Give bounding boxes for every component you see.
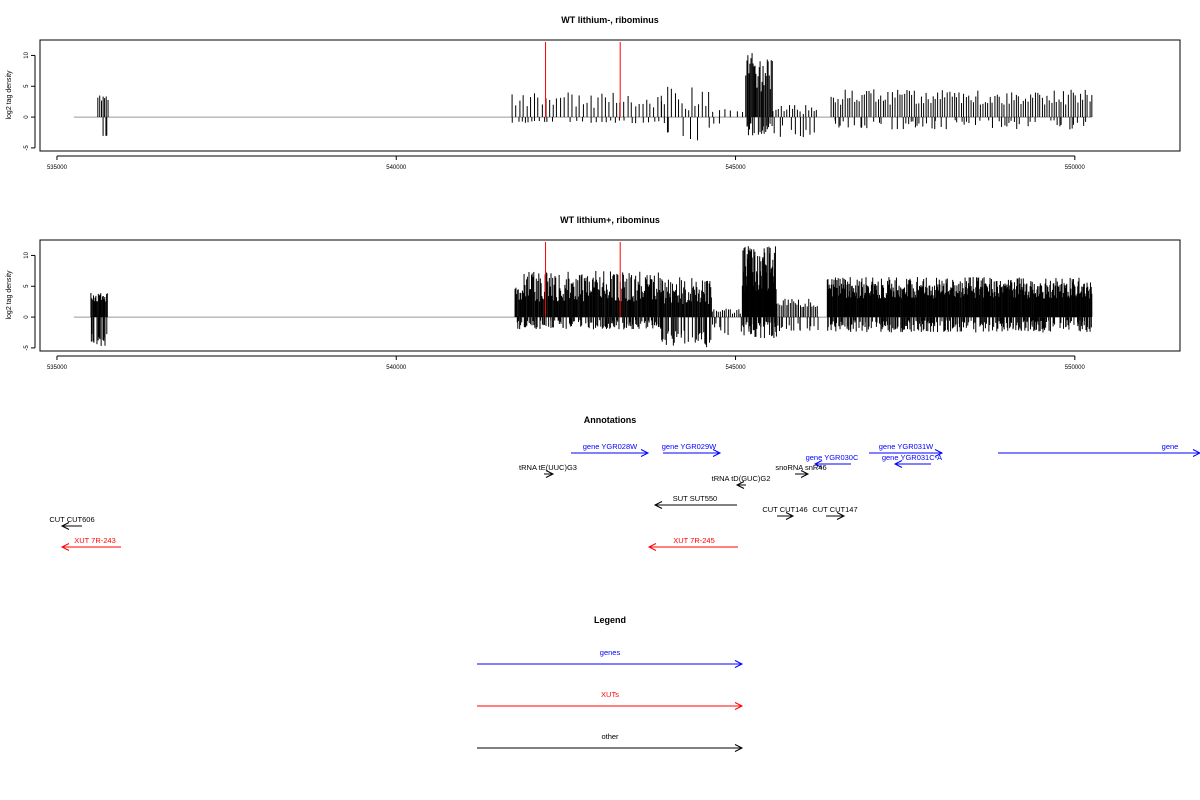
annotation-label: gene YGR031C-A <box>882 453 942 462</box>
annotation-arrow <box>647 543 738 551</box>
y-tick-label: 5 <box>24 84 30 88</box>
annotation-arrow <box>777 512 795 520</box>
x-tick-label: 535000 <box>47 365 68 371</box>
annotation-label: snoRNA snR46 <box>775 463 826 472</box>
annotation-label: tRNA tD(GUC)G2 <box>712 474 771 483</box>
annotation-arrow <box>795 470 810 478</box>
legend-label: XUTs <box>601 690 619 699</box>
annotations-title: Annotations <box>584 415 637 425</box>
annotation-features: gene YGR028W gene YGR029W gene YGR030C gene… <box>49 442 1200 551</box>
annotation-label: gene YGR028W <box>583 442 638 451</box>
axes-group: 535000 540000 545000 550000 -5 0 5 10 <box>24 239 1181 371</box>
annotation-label: CUT CUT606 <box>49 515 94 524</box>
x-tick-label: 540000 <box>386 165 407 171</box>
chart-title: WT lithium+, ribominus <box>560 215 660 225</box>
annotation-arrow <box>653 501 737 509</box>
y-tick-label: 0 <box>24 115 30 119</box>
annotation-label: gene YGR030C <box>806 453 859 462</box>
legend-panel: Legend genes XUTs other <box>477 615 744 752</box>
track-panel-lithium-minus: WT lithium-, ribominus log2 tag density … <box>6 15 1181 171</box>
legend-arrow <box>477 660 744 668</box>
annotation-label: CUT CUT147 <box>812 505 857 514</box>
annotation-label: gene YGR029W <box>662 442 717 451</box>
legend-title: Legend <box>594 615 626 625</box>
annotation-arrow <box>60 543 121 551</box>
annotation-arrow <box>735 481 746 489</box>
annotation-arrow <box>571 449 650 457</box>
annotation-arrow <box>544 470 555 478</box>
annotation-label: XUT 7R-243 <box>74 536 116 545</box>
y-tick-label: 10 <box>24 51 30 58</box>
annotation-label: gene <box>1162 442 1179 451</box>
y-tick-label: 10 <box>24 251 30 258</box>
annotation-label: XUT 7R-245 <box>673 536 715 545</box>
bar-group <box>73 242 1093 348</box>
legend-arrow <box>477 702 744 710</box>
y-axis-label: log2 tag density <box>6 70 13 120</box>
annotation-label: gene YGR031W <box>879 442 934 451</box>
track-panel-lithium-plus: WT lithium+, ribominus log2 tag density … <box>6 215 1181 371</box>
y-axis-label: log2 tag density <box>6 270 13 320</box>
x-tick-label: 545000 <box>726 165 747 171</box>
annotation-label: SUT SUT550 <box>673 494 717 503</box>
y-tick-label: -5 <box>24 345 30 351</box>
plot-frame <box>39 239 1181 352</box>
annotations-panel: Annotations gene YGR028W gene YGR029Wgene… <box>49 415 1200 551</box>
annotation-arrow <box>813 460 851 468</box>
plot-frame <box>39 39 1181 152</box>
annotation-arrow <box>893 460 931 468</box>
legend-label: other <box>601 732 619 741</box>
legend-label: genes <box>600 648 621 657</box>
y-tick-label: -5 <box>24 145 30 151</box>
bar-group <box>73 42 1093 141</box>
annotation-label: tRNA tE(UUC)G3 <box>519 463 577 472</box>
x-tick-label: 545000 <box>726 365 747 371</box>
legend-items: genes XUTs other <box>477 648 744 752</box>
x-tick-label: 540000 <box>386 365 407 371</box>
x-tick-label: 550000 <box>1065 165 1086 171</box>
annotation-arrow <box>869 449 944 457</box>
y-tick-label: 0 <box>24 315 30 319</box>
x-tick-label: 535000 <box>47 165 68 171</box>
annotation-arrow <box>663 449 722 457</box>
axes-group: 535000 540000 545000 550000 -5 0 5 10 <box>24 39 1181 171</box>
chart-title: WT lithium-, ribominus <box>561 15 659 25</box>
annotation-arrow <box>826 512 846 520</box>
annotation-label: CUT CUT146 <box>762 505 807 514</box>
x-tick-label: 550000 <box>1065 365 1086 371</box>
annotation-arrow <box>998 449 1200 457</box>
y-tick-label: 5 <box>24 284 30 288</box>
annotation-arrow <box>60 522 82 530</box>
legend-arrow <box>477 744 744 752</box>
